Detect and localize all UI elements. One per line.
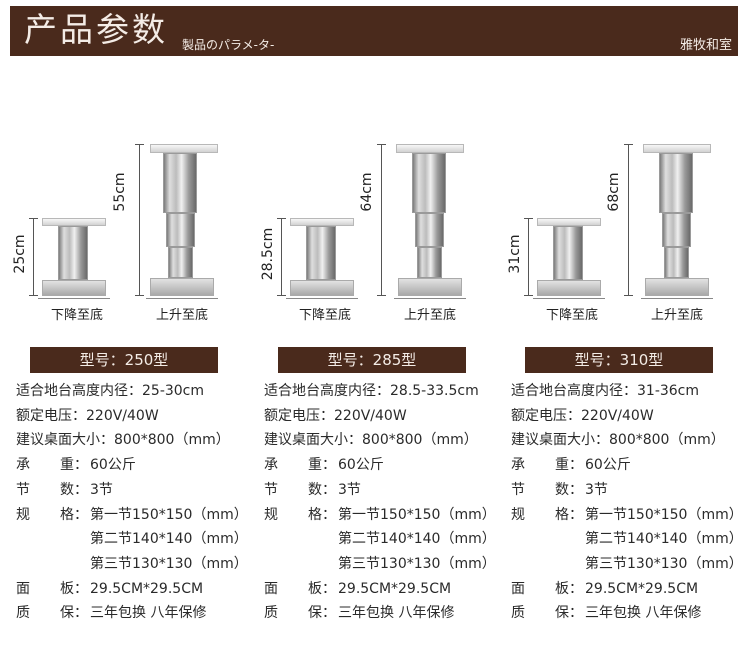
- collapsed-caption: 下降至底: [50, 308, 103, 323]
- extended-height-label: 55cm: [112, 172, 128, 212]
- spec-size: 规格： 第一节150*150（mm）: [16, 506, 248, 523]
- collapsed-height-label: 25cm: [12, 234, 28, 274]
- spec-desk: 建议桌面大小：800*800（mm）: [264, 432, 478, 449]
- spec-desk: 建议桌面大小：800*800（mm）: [16, 432, 230, 449]
- collapsed-table-plate: [537, 218, 601, 226]
- extended-base: [150, 278, 214, 296]
- spec-voltage: 额定电压：220V/40W: [16, 407, 159, 424]
- extended-segment-1: [163, 153, 197, 213]
- spec-fit: 适合地台高度内径：31-36cm: [511, 383, 700, 399]
- extended-segment-2: [415, 213, 444, 247]
- extended-base: [398, 278, 462, 296]
- collapsed-height-label: 31cm: [507, 234, 523, 274]
- collapsed-table-plate: [42, 218, 106, 226]
- spec-size: 规格： 第一节150*150（mm）: [264, 506, 496, 523]
- spec-size-2: 第二节140*140（mm）: [338, 531, 496, 548]
- spec-size-3: 第三节130*130（mm）: [338, 555, 496, 572]
- extended-segment-2: [166, 213, 195, 247]
- spec-warranty: 质保： 三年包换 八年保修: [16, 605, 207, 622]
- spec-warranty: 质保： 三年包换 八年保修: [264, 605, 455, 622]
- collapsed-column-body: [58, 226, 88, 280]
- extended-height-label: 64cm: [359, 172, 375, 212]
- spec-size-2: 第二节140*140（mm）: [585, 531, 743, 548]
- collapsed-dimension-line: [277, 218, 286, 296]
- spec-desk: 建议桌面大小：800*800（mm）: [511, 432, 725, 449]
- spec-panel: 面板： 29.5CM*29.5CM: [264, 580, 452, 597]
- spec-size: 规格： 第一节150*150（mm）: [511, 506, 743, 523]
- collapsed-base: [42, 280, 106, 296]
- section-subtitle: 製品のパラメ-タ-: [182, 38, 275, 52]
- collapsed-column-body: [306, 226, 336, 280]
- extended-caption: 上升至底: [155, 308, 208, 323]
- extended-table-plate: [150, 144, 218, 153]
- spec-warranty: 质保： 三年包换 八年保修: [511, 605, 702, 622]
- collapsed-base: [290, 280, 354, 296]
- extended-segment-2: [662, 213, 691, 247]
- spec-sections: 节数： 3节: [264, 481, 361, 498]
- extended-baseline: [641, 298, 713, 299]
- brand-name: 雅牧和室: [679, 38, 732, 53]
- extended-table-plate: [396, 144, 464, 153]
- spec-load: 承重： 60公斤: [264, 457, 384, 474]
- product-column-250: 25cm 下降至底 55cm 上升至底 型号：250型 适合地台高度内径：25-…: [0, 0, 250, 657]
- product-column-310: 31cm 下降至底 68cm 上升至底 型号：310型 适合地台高度内径：31-…: [495, 0, 745, 657]
- extended-height-label: 68cm: [606, 172, 622, 212]
- spec-size-3: 第三节130*130（mm）: [90, 555, 248, 572]
- collapsed-baseline: [286, 298, 358, 299]
- spec-load: 承重： 60公斤: [511, 457, 631, 474]
- extended-baseline: [146, 298, 218, 299]
- extended-dimension-line: [624, 144, 633, 296]
- spec-list: 适合地台高度内径：31-36cm 额定电压：220V/40W 建议桌面大小：80…: [511, 379, 743, 626]
- model-badge: 型号：250型: [30, 347, 218, 373]
- section-title: 产品参数: [24, 10, 168, 49]
- collapsed-dimension-line: [524, 218, 533, 296]
- extended-segment-3: [417, 247, 442, 278]
- spec-voltage: 额定电压：220V/40W: [511, 407, 654, 424]
- collapsed-table-plate: [290, 218, 354, 226]
- collapsed-caption: 下降至底: [545, 308, 598, 323]
- spec-fit: 适合地台高度内径：28.5-33.5cm: [264, 383, 479, 399]
- spec-sections: 节数： 3节: [16, 481, 113, 498]
- spec-load: 承重： 60公斤: [16, 457, 136, 474]
- spec-list: 适合地台高度内径：28.5-33.5cm 额定电压：220V/40W 建议桌面大…: [264, 379, 496, 626]
- spec-fit: 适合地台高度内径：25-30cm: [16, 383, 205, 399]
- spec-voltage: 额定电压：220V/40W: [264, 407, 407, 424]
- extended-dimension-line: [135, 144, 144, 296]
- spec-list: 适合地台高度内径：25-30cm 额定电压：220V/40W 建议桌面大小：80…: [16, 379, 248, 626]
- spec-size-2: 第二节140*140（mm）: [90, 531, 248, 548]
- spec-panel: 面板： 29.5CM*29.5CM: [511, 580, 699, 597]
- spec-sections: 节数： 3节: [511, 481, 608, 498]
- product-column-285: 28.5cm 下降至底 64cm 上升至底 型号：285型 适合地台高度内径：2…: [248, 0, 498, 657]
- model-badge: 型号：310型: [525, 347, 713, 373]
- extended-segment-3: [168, 247, 193, 278]
- spec-size-3: 第三节130*130（mm）: [585, 555, 743, 572]
- collapsed-height-label: 28.5cm: [260, 227, 276, 281]
- collapsed-baseline: [38, 298, 110, 299]
- collapsed-column-body: [553, 226, 583, 280]
- extended-table-plate: [643, 144, 711, 153]
- extended-dimension-line: [377, 144, 386, 296]
- extended-segment-1: [659, 153, 693, 213]
- extended-segment-3: [664, 247, 689, 278]
- extended-segment-1: [412, 153, 446, 213]
- extended-caption: 上升至底: [650, 308, 703, 323]
- spec-panel: 面板： 29.5CM*29.5CM: [16, 580, 204, 597]
- model-badge: 型号：285型: [278, 347, 466, 373]
- section-header: 产品参数 製品のパラメ-タ- 雅牧和室: [10, 6, 738, 56]
- collapsed-base: [537, 280, 601, 296]
- extended-baseline: [394, 298, 466, 299]
- collapsed-caption: 下降至底: [298, 308, 351, 323]
- extended-caption: 上升至底: [403, 308, 456, 323]
- collapsed-baseline: [533, 298, 605, 299]
- collapsed-dimension-line: [29, 218, 38, 296]
- extended-base: [645, 278, 709, 296]
